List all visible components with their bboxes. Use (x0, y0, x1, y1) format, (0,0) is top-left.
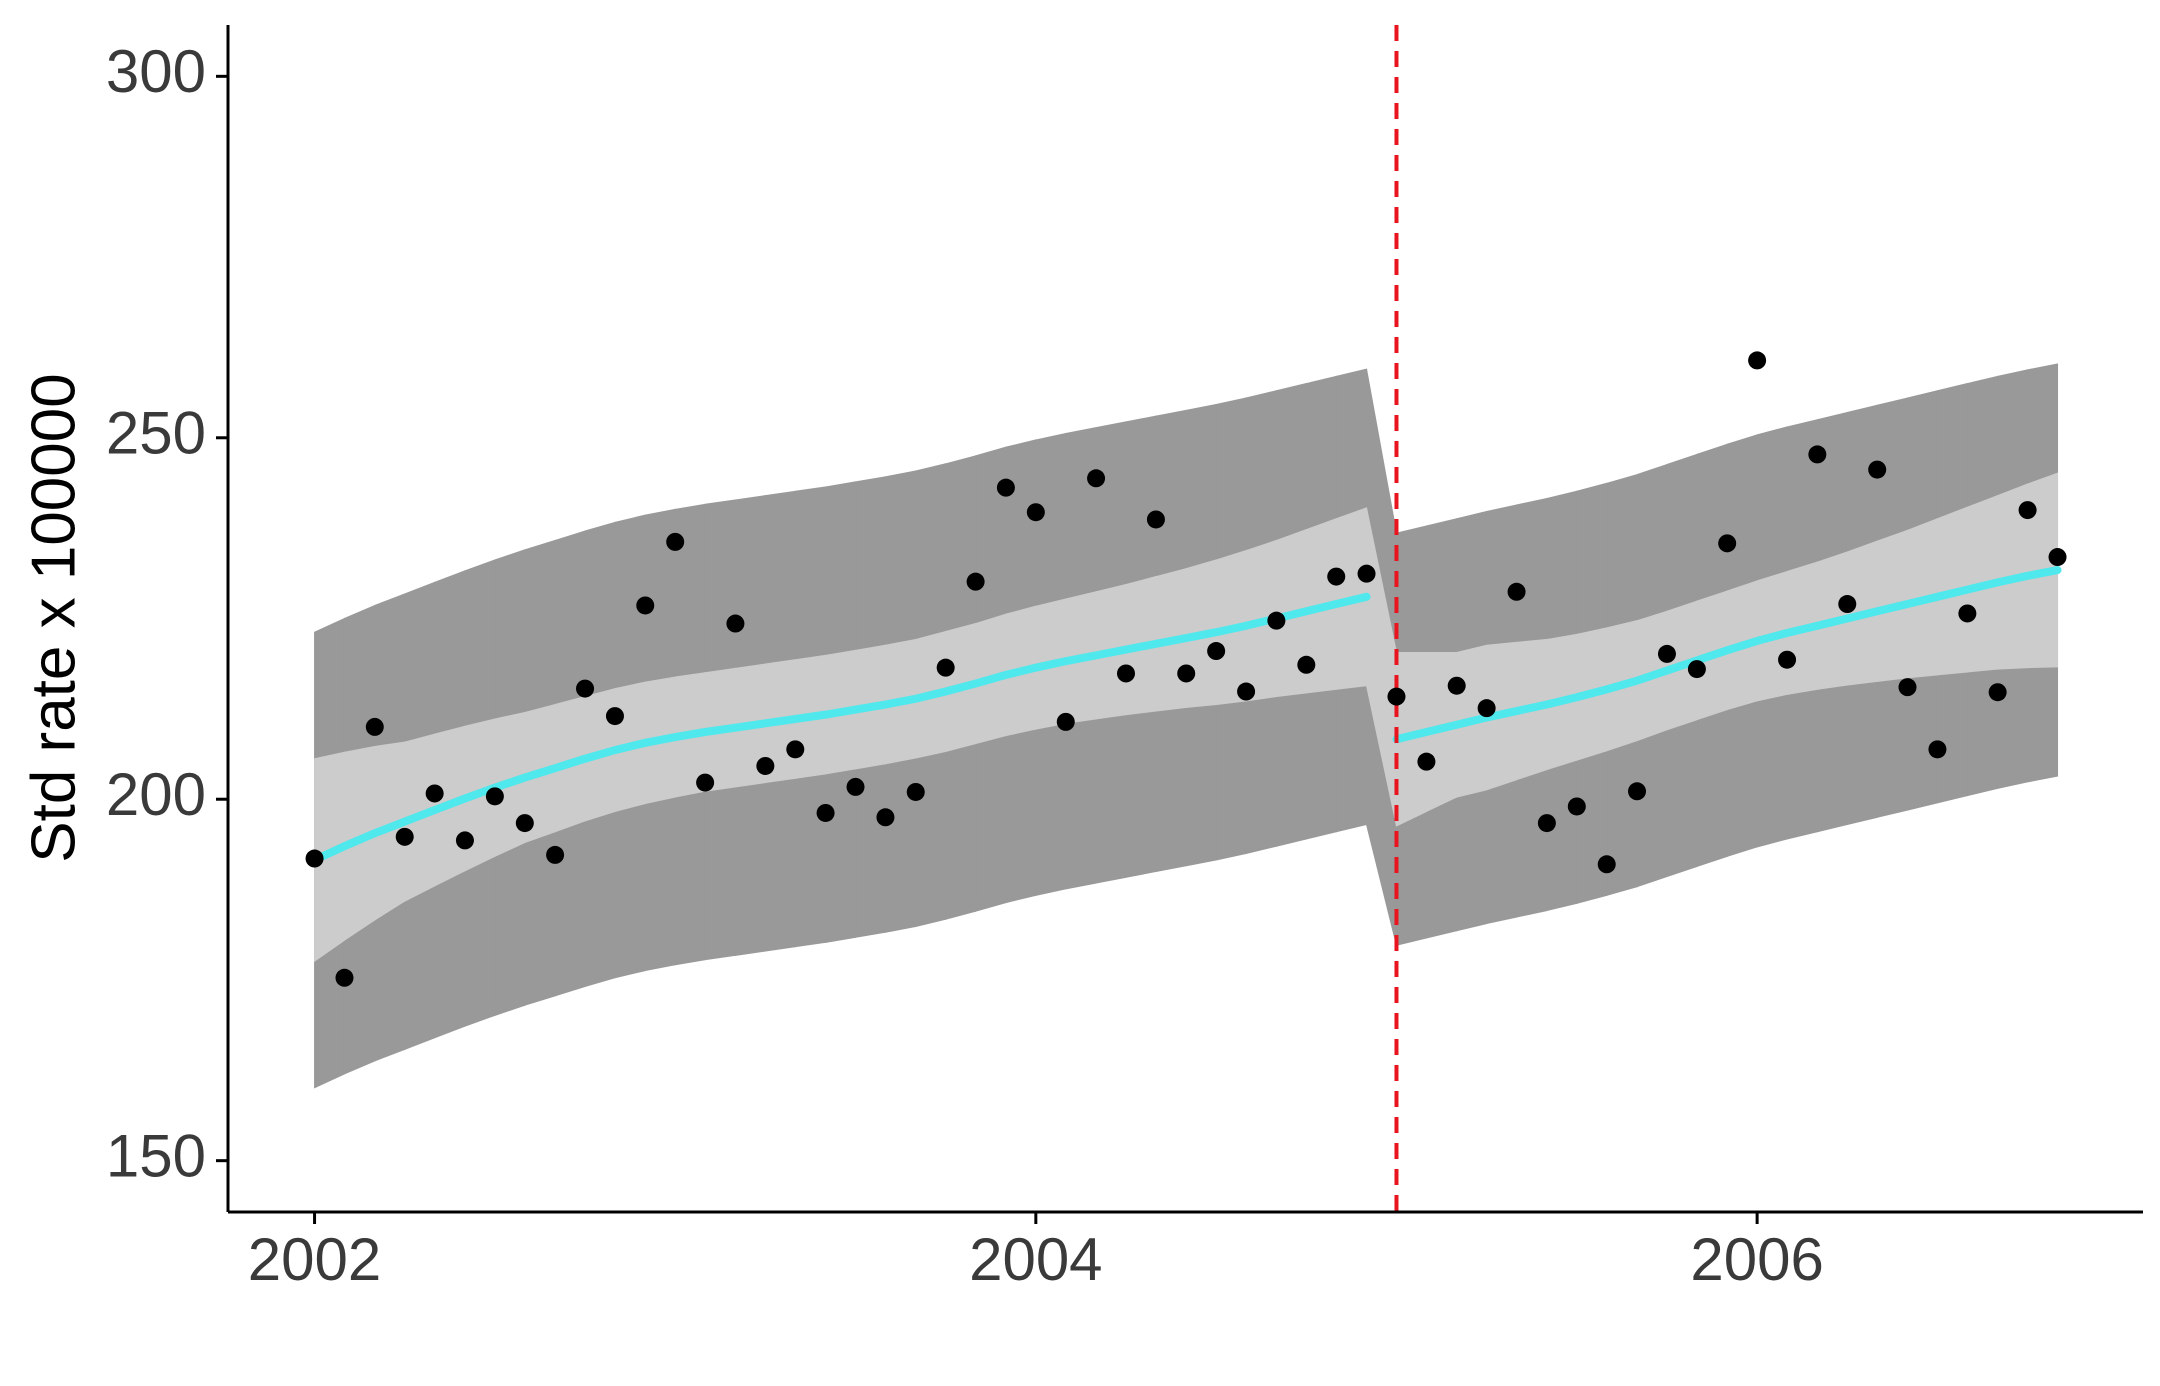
data-point (1657, 644, 1676, 663)
data-point (816, 803, 835, 822)
data-point (1507, 582, 1526, 601)
x-tick-label: 2006 (1690, 1226, 1823, 1293)
data-point (425, 784, 444, 803)
data-point (1357, 564, 1376, 583)
x-tick-label: 2004 (969, 1226, 1102, 1293)
y-tick-label: 150 (106, 1123, 206, 1190)
data-point (1387, 687, 1406, 706)
data-point (1116, 664, 1135, 683)
data-point (2018, 501, 2037, 520)
y-tick-label: 200 (106, 761, 206, 828)
data-point (726, 614, 745, 633)
data-point (1928, 740, 1947, 759)
data-point (1868, 460, 1887, 479)
y-tick-label: 250 (106, 400, 206, 467)
data-point (1056, 712, 1075, 731)
data-point (305, 849, 324, 868)
data-point (1687, 660, 1706, 679)
data-point (936, 658, 955, 677)
data-point (1267, 611, 1286, 630)
data-point (1297, 655, 1316, 674)
data-point (846, 777, 865, 796)
data-point (1778, 650, 1797, 669)
data-point (576, 679, 595, 698)
data-point (1958, 604, 1977, 623)
data-point (1477, 699, 1496, 718)
data-point (455, 831, 474, 850)
data-point (1207, 642, 1226, 661)
data-point (546, 845, 565, 864)
data-point (1898, 678, 1917, 697)
data-point (1748, 351, 1767, 370)
data-point (1597, 855, 1616, 874)
data-point (1718, 534, 1737, 553)
data-point (636, 596, 655, 615)
data-point (1177, 664, 1196, 683)
data-point (1087, 469, 1106, 488)
data-point (515, 814, 534, 833)
data-point (1988, 683, 2007, 702)
data-point (2048, 548, 2067, 567)
data-point (1237, 682, 1256, 701)
data-point (1537, 814, 1556, 833)
fit-line (1392, 566, 2062, 744)
y-tick-label: 300 (106, 38, 206, 105)
data-point (696, 773, 715, 792)
data-point (1628, 782, 1647, 801)
data-point (395, 827, 414, 846)
data-point (1838, 595, 1857, 614)
data-point (1808, 445, 1827, 464)
data-point (756, 756, 775, 775)
data-point (966, 572, 985, 591)
data-point (1417, 752, 1436, 771)
y-axis-label: Std rate x 100000 (19, 373, 88, 862)
data-point (906, 782, 925, 801)
data-point (605, 707, 624, 726)
data-point (666, 532, 685, 551)
data-point (1327, 567, 1346, 586)
data-point (996, 478, 1015, 497)
data-point (786, 740, 805, 759)
data-point (1567, 797, 1586, 816)
data-point (1447, 676, 1466, 695)
data-point (485, 787, 504, 806)
x-tick-label: 2002 (248, 1226, 381, 1293)
data-point (1026, 503, 1045, 522)
data-point (1146, 510, 1165, 529)
data-point (365, 717, 384, 736)
data-point (876, 808, 895, 827)
data-point (335, 968, 354, 987)
